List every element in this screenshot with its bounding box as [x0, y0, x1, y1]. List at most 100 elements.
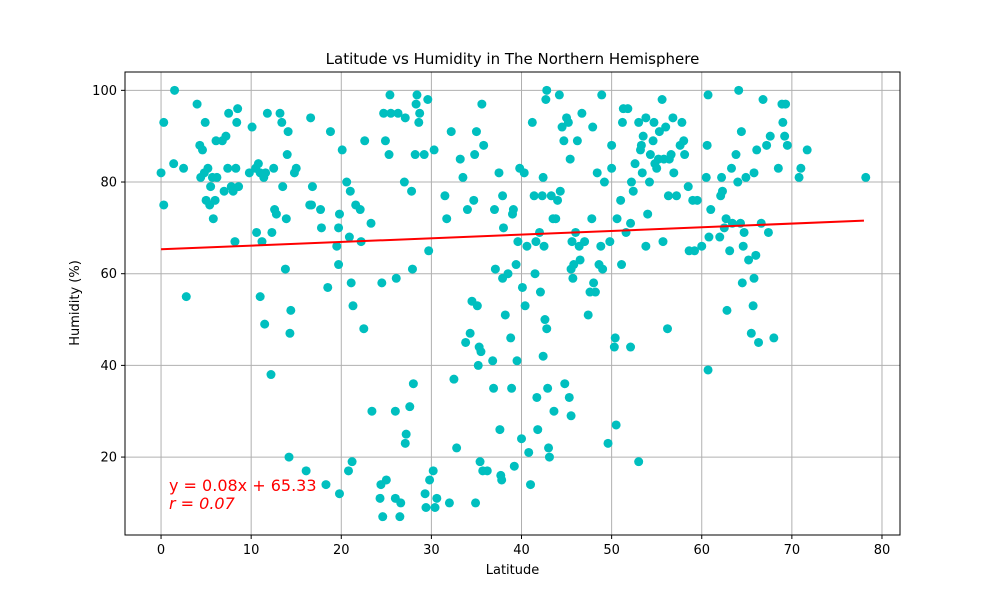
data-point: [628, 186, 638, 196]
data-point: [210, 195, 220, 205]
data-point: [754, 337, 764, 347]
data-point: [736, 127, 746, 137]
data-point: [360, 136, 370, 146]
data-point: [221, 131, 231, 141]
data-point: [731, 150, 741, 160]
data-point: [522, 241, 532, 251]
data-point: [211, 136, 221, 146]
data-point: [507, 383, 517, 393]
data-point: [543, 383, 553, 393]
data-point: [603, 438, 613, 448]
data-point: [535, 287, 545, 297]
data-point: [630, 159, 640, 169]
data-point: [751, 250, 761, 260]
data-point: [610, 333, 620, 343]
data-point: [490, 264, 500, 274]
data-point: [758, 95, 768, 105]
data-point: [717, 172, 727, 182]
data-point: [378, 512, 388, 522]
data-point: [611, 420, 621, 430]
data-point: [680, 150, 690, 160]
data-point: [702, 140, 712, 150]
data-point: [559, 136, 569, 146]
data-point: [636, 140, 646, 150]
data-point: [715, 232, 725, 242]
data-point: [395, 512, 405, 522]
data-point: [542, 85, 552, 95]
data-point: [737, 278, 747, 288]
data-point: [393, 108, 403, 118]
data-point: [540, 315, 550, 325]
x-tick-label: 80: [874, 543, 891, 558]
data-point: [553, 195, 563, 205]
data-point: [796, 163, 806, 173]
data-point: [325, 127, 335, 137]
data-point: [419, 150, 429, 160]
data-point: [316, 205, 326, 215]
data-point: [428, 466, 438, 476]
data-point: [342, 177, 352, 187]
data-point: [424, 246, 434, 256]
y-tick-label: 20: [100, 451, 117, 466]
data-point: [420, 489, 430, 499]
y-tick-label: 100: [92, 84, 117, 99]
data-point: [377, 278, 387, 288]
data-point: [415, 108, 425, 118]
data-point: [231, 163, 241, 173]
data-point: [281, 214, 291, 224]
data-point: [590, 287, 600, 297]
data-point: [334, 223, 344, 233]
data-point: [643, 209, 653, 219]
data-point: [421, 502, 431, 512]
data-point: [429, 145, 439, 155]
data-point: [677, 117, 687, 127]
data-point: [375, 493, 385, 503]
data-point: [649, 117, 659, 127]
data-point: [648, 136, 658, 146]
data-point: [605, 237, 615, 247]
data-point: [644, 177, 654, 187]
data-point: [658, 237, 668, 247]
data-point: [554, 90, 564, 100]
data-point: [769, 333, 779, 343]
data-point: [159, 200, 169, 210]
data-point: [384, 150, 394, 160]
regression-equation: y = 0.08x + 65.33: [169, 476, 317, 495]
data-point: [321, 480, 331, 490]
data-point: [316, 223, 326, 233]
data-point: [269, 163, 279, 173]
data-point: [734, 85, 744, 95]
data-point: [446, 127, 456, 137]
data-point: [566, 411, 576, 421]
data-point: [219, 186, 229, 196]
data-point: [697, 241, 707, 251]
data-point: [530, 269, 540, 279]
data-point: [780, 131, 790, 141]
data-point: [520, 301, 530, 311]
data-point: [334, 260, 344, 270]
data-point: [181, 292, 191, 302]
data-point: [440, 191, 450, 201]
data-point: [471, 498, 481, 508]
x-tick-label: 60: [693, 543, 710, 558]
data-point: [347, 457, 357, 467]
data-point: [690, 246, 700, 256]
data-point: [275, 108, 285, 118]
data-point: [617, 117, 627, 127]
data-point: [449, 374, 459, 384]
plot-frame: [124, 71, 901, 536]
x-tick-label: 30: [423, 543, 440, 558]
data-point: [609, 342, 619, 352]
regression-line: [161, 219, 864, 251]
y-tick-label: 60: [100, 267, 117, 282]
data-point: [701, 172, 711, 182]
x-tick-label: 0: [157, 543, 165, 558]
data-point: [386, 108, 396, 118]
data-point: [401, 429, 411, 439]
data-point: [260, 319, 270, 329]
data-point: [782, 140, 792, 150]
data-point: [482, 466, 492, 476]
data-point: [452, 443, 462, 453]
data-point: [721, 214, 731, 224]
